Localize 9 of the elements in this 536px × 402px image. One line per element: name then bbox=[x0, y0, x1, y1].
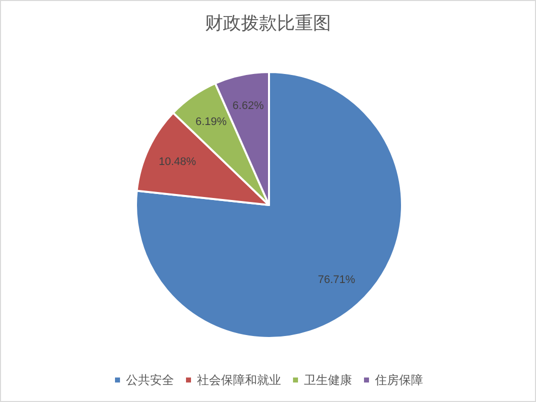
data-label: 6.62% bbox=[232, 100, 264, 112]
legend-label: 公共安全 bbox=[126, 373, 174, 387]
data-label: 76.71% bbox=[318, 274, 356, 286]
data-label: 10.48% bbox=[158, 156, 196, 168]
legend-label: 社会保障和就业 bbox=[197, 373, 281, 387]
data-label: 6.19% bbox=[195, 116, 227, 128]
legend-label: 住房保障 bbox=[374, 373, 423, 387]
legend-label: 卫生健康 bbox=[304, 373, 352, 387]
chart-title: 财政拨款比重图 bbox=[205, 13, 331, 33]
